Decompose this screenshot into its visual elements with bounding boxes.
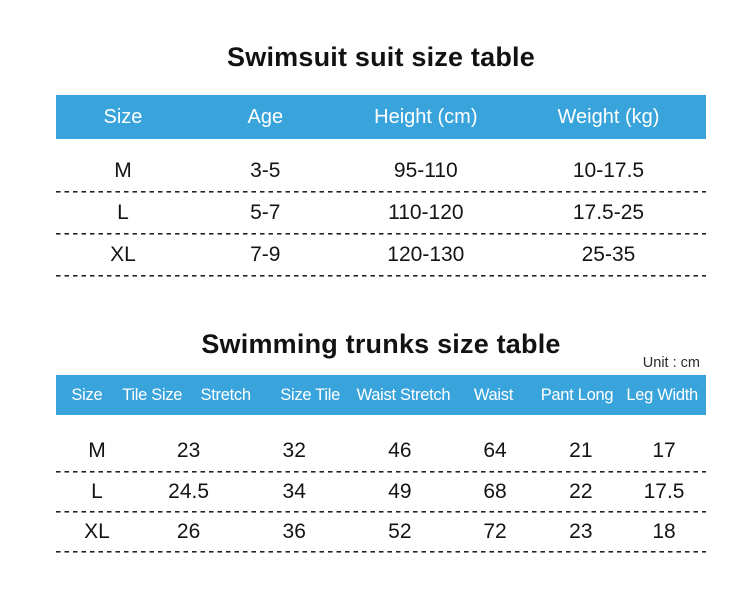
row-divider bbox=[56, 511, 706, 513]
unit-note: Unit : cm bbox=[642, 355, 700, 371]
cell-weight: 10-17.5 bbox=[572, 159, 645, 182]
cell-age: 3-5 bbox=[250, 159, 281, 182]
cell-waist: 72 bbox=[483, 520, 507, 543]
column-header-size-tile: Size Tile bbox=[280, 385, 340, 404]
cell-waist: 64 bbox=[483, 439, 507, 462]
trunks-table-header-row: Size Tile Size Stretch Size Tile Waist S… bbox=[56, 375, 706, 415]
row-divider bbox=[56, 275, 706, 277]
cell-weight: 25-35 bbox=[581, 243, 636, 266]
cell-pant-long: 23 bbox=[569, 520, 593, 543]
cell-weight: 17.5-25 bbox=[572, 201, 645, 224]
cell-size-tile: 46 bbox=[388, 439, 412, 462]
cell-stretch: 32 bbox=[282, 439, 306, 462]
swimsuit-table-title: Swimsuit suit size table bbox=[227, 42, 535, 72]
row-divider bbox=[56, 233, 706, 235]
table-row-m: M 3-5 95-110 10-17.5 bbox=[56, 151, 706, 191]
cell-size: L bbox=[91, 480, 103, 503]
cell-size: M bbox=[88, 439, 106, 462]
cell-size: M bbox=[114, 159, 132, 182]
cell-age: 7-9 bbox=[250, 243, 281, 266]
column-header-weight: Weight (kg) bbox=[557, 105, 660, 128]
table-row-l: L 5-7 110-120 17.5-25 bbox=[56, 193, 706, 233]
cell-tile-size: 24.5 bbox=[168, 480, 210, 503]
cell-size: XL bbox=[110, 243, 136, 266]
cell-size: XL bbox=[84, 520, 110, 543]
trunks-table-title: Swimming trunks size table bbox=[201, 329, 561, 359]
cell-size-tile: 52 bbox=[388, 520, 412, 543]
column-header-height: Height (cm) bbox=[374, 105, 478, 128]
cell-pant-long: 21 bbox=[569, 439, 593, 462]
cell-tile-size: 26 bbox=[176, 520, 201, 543]
swimsuit-size-table-section: Swimsuit suit size table Size Age Height… bbox=[56, 0, 706, 277]
cell-size: L bbox=[117, 201, 129, 224]
column-header-stretch: Stretch bbox=[200, 385, 251, 404]
cell-tile-size: 23 bbox=[176, 439, 201, 462]
cell-pant-long: 22 bbox=[569, 480, 593, 503]
cell-waist: 68 bbox=[483, 480, 507, 503]
column-header-age: Age bbox=[247, 105, 284, 128]
cell-leg-width: 18 bbox=[652, 520, 676, 543]
trunks-size-table-section: Swimming trunks size table Unit : cm Siz… bbox=[56, 329, 706, 553]
cell-height: 120-130 bbox=[387, 243, 465, 266]
column-header-waist: Waist bbox=[473, 385, 513, 404]
cell-height: 110-120 bbox=[388, 201, 464, 224]
column-header-waist-stretch: Waist Stretch bbox=[356, 385, 451, 404]
trunks-table-body: M 23 32 46 64 21 17 L 24.5 34 49 68 22 1… bbox=[56, 431, 706, 553]
table-row-xl: XL 26 36 52 72 23 18 bbox=[56, 513, 706, 551]
column-header-tile-size: Tile Size bbox=[122, 385, 183, 404]
cell-size-tile: 49 bbox=[388, 480, 412, 503]
cell-stretch: 34 bbox=[282, 480, 306, 503]
table-row-l: L 24.5 34 49 68 22 17.5 bbox=[56, 473, 706, 511]
cell-leg-width: 17 bbox=[652, 439, 676, 462]
column-header-pant-long: Pant Long bbox=[540, 385, 614, 404]
swimsuit-table-header-row: Size Age Height (cm) Weight (kg) bbox=[56, 95, 706, 139]
table-row-xl: XL 7-9 120-130 25-35 bbox=[56, 235, 706, 275]
row-divider bbox=[56, 471, 706, 473]
cell-height: 95-110 bbox=[393, 159, 458, 182]
cell-stretch: 36 bbox=[282, 520, 306, 543]
swimsuit-table-body: M 3-5 95-110 10-17.5 L 5-7 110-120 17.5-… bbox=[56, 151, 706, 277]
table-row-m: M 23 32 46 64 21 17 bbox=[56, 431, 706, 471]
cell-age: 5-7 bbox=[250, 201, 281, 224]
column-header-leg-width: Leg Width bbox=[626, 385, 698, 404]
row-divider bbox=[56, 191, 706, 193]
column-header-size: Size bbox=[103, 105, 143, 128]
column-header-size: Size bbox=[71, 385, 103, 404]
row-divider bbox=[56, 551, 706, 553]
cell-leg-width: 17.5 bbox=[643, 480, 685, 503]
